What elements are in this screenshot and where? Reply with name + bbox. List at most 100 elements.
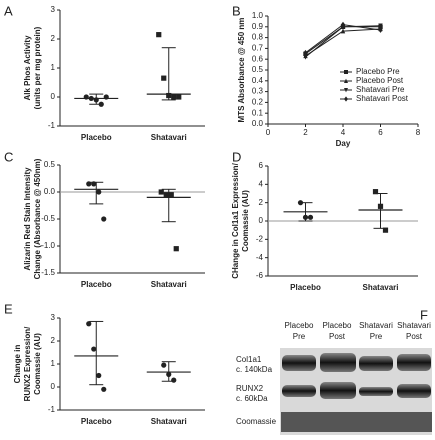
y-axis-label: RUNX2 Expression/ [23,326,32,401]
lane-label: Post [406,332,423,341]
y-tick-label: 4 [259,179,264,188]
x-tick-label: Placebo [81,417,112,426]
blot-band [320,382,356,399]
x-axis-label: Day [336,139,351,148]
marker [382,227,389,233]
y-axis-label: Coomassie (AU) [241,190,250,252]
blot-panel: F Placebo Pre Placebo Post Shatavari Pre… [236,307,432,435]
marker [86,321,92,327]
blot-band [359,387,393,396]
marker [176,94,182,100]
y-tick-label: 0.5 [44,160,56,169]
blot-band [282,355,316,371]
y-tick-label: 0.7 [252,44,264,53]
y-tick-label: -0.5 [41,214,55,223]
y-tick-label: 3 [51,313,56,322]
y-tick-label: 2 [51,336,56,345]
y-tick-label: 0 [51,92,56,101]
marker [307,214,314,220]
panel-letter: C [4,149,13,164]
legend-label: Placebo Pre [356,67,400,76]
lane-label: Pre [293,332,306,341]
lane-label: Placebo [285,321,314,330]
y-tick-label: 0.9 [252,22,264,31]
y-tick-label: -4 [256,253,264,262]
legend-marker [344,96,348,102]
y-tick-label: 2 [259,198,264,207]
panel-letter: A [4,3,13,18]
row-label: Col1a1 [236,355,262,364]
marker [156,32,162,38]
marker [303,54,308,60]
y-tick-label: 1 [51,359,56,368]
y-tick-label: 1 [51,63,56,72]
marker [171,377,177,383]
legend-marker [344,70,348,74]
legend-label: Shatavari Post [356,94,409,103]
lane-label: Shatavari [359,321,393,330]
marker [101,216,107,222]
lane-label: Shatavari [397,321,431,330]
y-axis-label: Coomassie (AU) [33,333,42,395]
x-tick-label: Shatavari [362,283,398,292]
blot-band [397,384,431,398]
marker [168,192,174,198]
row-label: RUNX2 [236,384,264,393]
y-tick-label: 0.4 [252,76,264,85]
y-tick-label: -1 [48,121,56,130]
y-tick-label: 0.0 [44,187,56,196]
y-tick-label: 0.2 [252,98,264,107]
panel-letter: D [232,149,241,164]
x-tick-label: Placebo [81,280,112,289]
legend-label: Placebo Post [356,76,404,85]
y-tick-label: 0 [51,382,56,391]
lane-label: Pre [370,332,383,341]
y-axis-label: Alizarin Red Stain Intensity [23,167,32,271]
marker [101,386,107,392]
blot-band [359,356,393,371]
y-tick-label: -1.5 [41,268,55,277]
y-tick-label: -2 [256,234,264,243]
lane-label: Post [329,332,346,341]
marker [171,94,177,100]
x-tick-label: 6 [378,128,383,137]
y-tick-label: 0.3 [252,87,264,96]
panel-letter: E [4,301,13,316]
y-tick-label: 1.0 [252,11,264,20]
blot-band [397,354,431,371]
y-tick-label: 0.5 [252,65,264,74]
x-tick-label: 2 [303,128,308,137]
y-tick-label: 2 [51,34,56,43]
y-tick-label: -1.0 [41,241,55,250]
y-tick-label: 3 [51,5,56,14]
x-tick-label: Placebo [290,283,321,292]
marker [161,75,167,81]
marker [96,372,102,379]
panel-letter: B [232,3,241,18]
y-tick-label: -1 [48,405,56,414]
y-axis-label: CHange in Col1a1 Expression/ [231,162,240,278]
x-tick-label: Shatavari [151,417,187,426]
blot-band [281,412,432,432]
y-axis-label: MTS Absorbance @ 450 nm [237,18,246,123]
marker [161,362,167,368]
row-label: c. 60kDa [236,394,268,403]
x-tick-label: Shatavari [151,280,187,289]
y-tick-label: 0.0 [252,119,264,128]
y-tick-label: 0.8 [252,33,264,42]
y-axis-label: Alk Phos Activity [23,35,32,101]
y-tick-label: 0.1 [252,108,264,117]
marker [91,346,97,352]
legend-label: Shatavari Pre [356,85,405,94]
y-tick-label: 0.6 [252,54,264,63]
y-axis-label: Change (Absorbance @ 450nm) [33,158,42,279]
marker [340,28,346,34]
x-tick-label: Placebo [81,133,112,142]
marker [163,192,169,198]
x-tick-label: 8 [416,128,421,137]
y-tick-label: 0 [259,216,264,225]
marker [96,189,102,195]
row-label: c. 140kDa [236,365,273,374]
panel-letter: F [420,307,428,322]
marker [378,27,383,33]
